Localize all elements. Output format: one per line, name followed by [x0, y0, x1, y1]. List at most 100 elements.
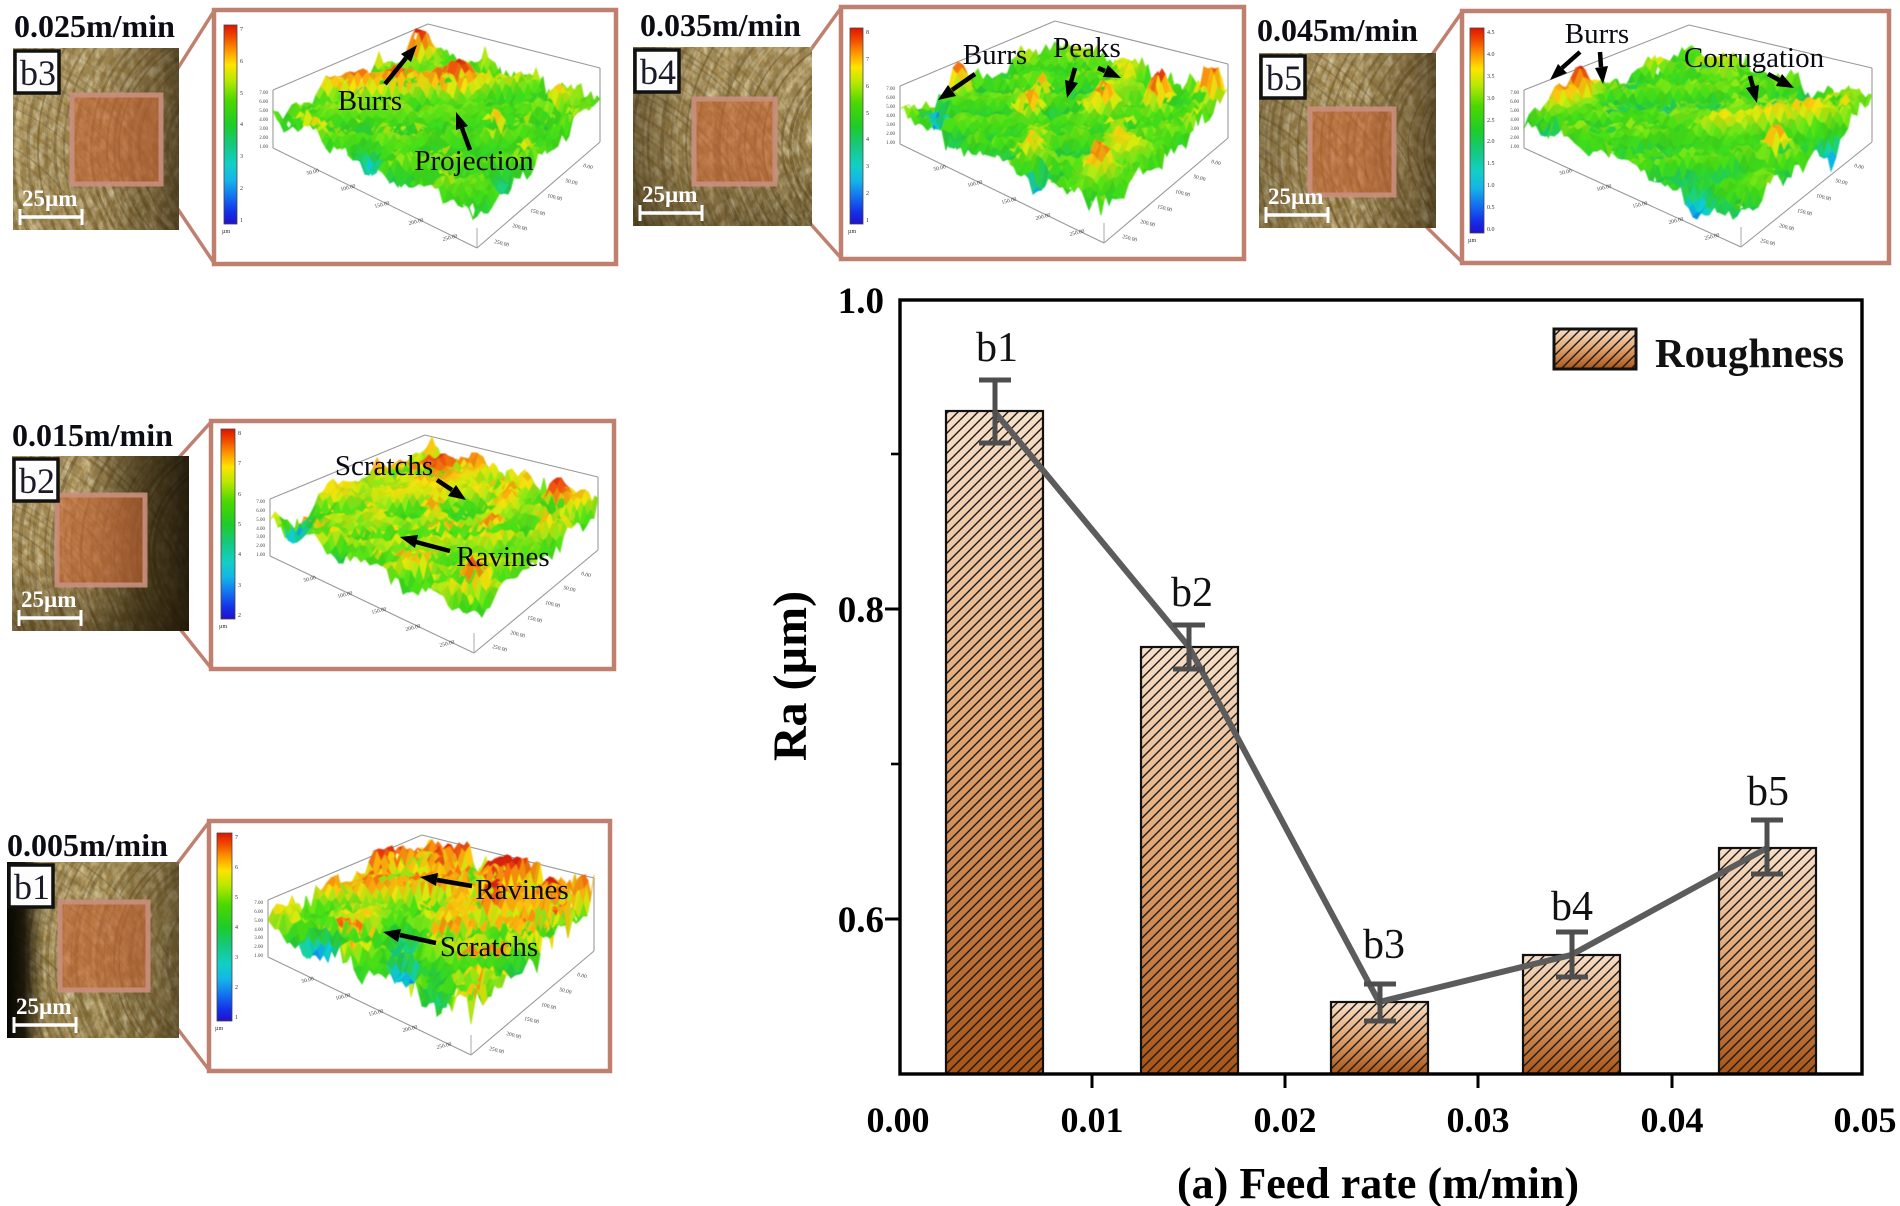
svg-text:0.045m/min: 0.045m/min — [1257, 12, 1418, 48]
svg-text:8: 8 — [238, 431, 241, 437]
svg-text:b1: b1 — [976, 325, 1018, 371]
svg-text:50.00: 50.00 — [1559, 168, 1573, 177]
svg-text:3: 3 — [866, 164, 869, 170]
svg-text:3.5: 3.5 — [1487, 74, 1495, 80]
svg-text:7: 7 — [235, 835, 238, 841]
svg-text:0.5: 0.5 — [1487, 205, 1495, 211]
svg-text:3.00: 3.00 — [1510, 127, 1519, 132]
svg-text:250.00: 250.00 — [1122, 234, 1138, 244]
svg-text:µm: µm — [215, 1026, 223, 1032]
svg-text:5: 5 — [238, 522, 241, 528]
svg-text:4: 4 — [235, 925, 238, 931]
svg-text:Corrugation: Corrugation — [1684, 42, 1825, 74]
svg-text:5.00: 5.00 — [259, 109, 268, 114]
svg-text:6.00: 6.00 — [259, 100, 268, 105]
svg-text:7.00: 7.00 — [886, 87, 895, 92]
svg-text:50.00: 50.00 — [1193, 174, 1207, 183]
svg-text:150.00: 150.00 — [530, 208, 546, 218]
svg-text:100.00: 100.00 — [1175, 189, 1191, 199]
svg-text:150.00: 150.00 — [524, 1016, 540, 1026]
svg-text:25µm: 25µm — [21, 587, 76, 612]
svg-text:6.00: 6.00 — [254, 910, 263, 915]
svg-text:0.00: 0.00 — [583, 163, 594, 171]
svg-text:Ravines: Ravines — [475, 874, 568, 906]
svg-text:6: 6 — [238, 492, 241, 498]
svg-text:8: 8 — [866, 30, 869, 36]
svg-text:b2: b2 — [19, 461, 55, 501]
svg-text:2.00: 2.00 — [254, 945, 263, 950]
svg-text:b4: b4 — [1551, 884, 1593, 930]
svg-text:50.00: 50.00 — [559, 987, 573, 996]
svg-text:4.00: 4.00 — [886, 114, 895, 119]
svg-text:6.00: 6.00 — [1510, 100, 1519, 105]
svg-text:µm: µm — [222, 229, 230, 235]
svg-text:25µm: 25µm — [642, 182, 697, 207]
svg-text:3.00: 3.00 — [886, 123, 895, 128]
svg-text:100.00: 100.00 — [967, 179, 983, 189]
svg-text:Scratchs: Scratchs — [440, 931, 538, 963]
svg-text:100.00: 100.00 — [1596, 183, 1612, 193]
svg-text:Ravines: Ravines — [456, 541, 549, 573]
svg-text:50.00: 50.00 — [301, 976, 315, 985]
svg-text:2.00: 2.00 — [886, 132, 895, 137]
svg-text:µm: µm — [1468, 238, 1476, 244]
svg-text:2.5: 2.5 — [1487, 118, 1495, 124]
svg-text:Roughness: Roughness — [1655, 330, 1844, 376]
svg-text:250.00: 250.00 — [436, 1041, 452, 1051]
svg-text:25µm: 25µm — [22, 186, 77, 211]
svg-text:Burrs: Burrs — [963, 39, 1027, 71]
svg-text:250.00: 250.00 — [492, 644, 508, 654]
svg-text:7.00: 7.00 — [256, 500, 265, 505]
svg-text:7: 7 — [238, 461, 241, 467]
svg-text:5.00: 5.00 — [1510, 109, 1519, 114]
svg-text:0.035m/min: 0.035m/min — [640, 7, 801, 43]
svg-text:250.00: 250.00 — [1760, 238, 1776, 248]
svg-text:Peaks: Peaks — [1053, 32, 1121, 64]
svg-text:100.00: 100.00 — [340, 183, 356, 193]
svg-text:3.0: 3.0 — [1487, 96, 1495, 102]
svg-text:Projection: Projection — [414, 145, 534, 177]
svg-text:200.00: 200.00 — [402, 1024, 418, 1034]
svg-text:0.0: 0.0 — [1487, 227, 1495, 233]
svg-text:50.00: 50.00 — [303, 575, 317, 584]
svg-text:1: 1 — [866, 218, 869, 224]
svg-text:0.05: 0.05 — [1834, 1100, 1897, 1140]
svg-text:b3: b3 — [1363, 922, 1405, 968]
svg-text:100.00: 100.00 — [545, 600, 561, 610]
svg-text:6.00: 6.00 — [256, 509, 265, 514]
svg-text:200.00: 200.00 — [1668, 216, 1684, 226]
svg-text:Scratchs: Scratchs — [335, 450, 433, 482]
svg-text:3: 3 — [240, 154, 243, 160]
svg-text:µm: µm — [848, 229, 856, 235]
svg-text:2.00: 2.00 — [1510, 136, 1519, 141]
svg-text:Burrs: Burrs — [1565, 18, 1629, 50]
svg-text:150.00: 150.00 — [368, 1008, 384, 1018]
svg-text:b1: b1 — [14, 867, 50, 907]
svg-text:2: 2 — [238, 613, 241, 619]
svg-text:150.00: 150.00 — [1632, 200, 1648, 210]
svg-text:50.00: 50.00 — [306, 168, 320, 177]
svg-text:200.00: 200.00 — [506, 1031, 522, 1041]
svg-text:Burrs: Burrs — [338, 85, 402, 117]
svg-text:4.5: 4.5 — [1487, 30, 1495, 36]
svg-text:5.00: 5.00 — [256, 518, 265, 523]
svg-text:50.00: 50.00 — [563, 585, 577, 594]
svg-text:µm: µm — [219, 624, 227, 630]
svg-text:200.00: 200.00 — [510, 630, 526, 640]
svg-text:0.00: 0.00 — [581, 571, 592, 579]
svg-text:200.00: 200.00 — [512, 223, 528, 233]
svg-text:6: 6 — [235, 865, 238, 871]
svg-text:1.00: 1.00 — [259, 145, 268, 150]
svg-text:5: 5 — [235, 895, 238, 901]
svg-text:200.00: 200.00 — [1140, 219, 1156, 229]
svg-text:2.00: 2.00 — [256, 544, 265, 549]
svg-text:0.00: 0.00 — [1211, 159, 1222, 167]
svg-text:250.00: 250.00 — [1704, 232, 1720, 242]
svg-text:100.00: 100.00 — [1816, 193, 1832, 203]
svg-text:250.00: 250.00 — [442, 233, 458, 243]
svg-text:0.00: 0.00 — [577, 972, 588, 980]
svg-text:50.00: 50.00 — [933, 164, 947, 173]
svg-text:0.01: 0.01 — [1061, 1100, 1124, 1140]
svg-text:0.8: 0.8 — [838, 590, 884, 631]
svg-text:150.00: 150.00 — [374, 200, 390, 210]
